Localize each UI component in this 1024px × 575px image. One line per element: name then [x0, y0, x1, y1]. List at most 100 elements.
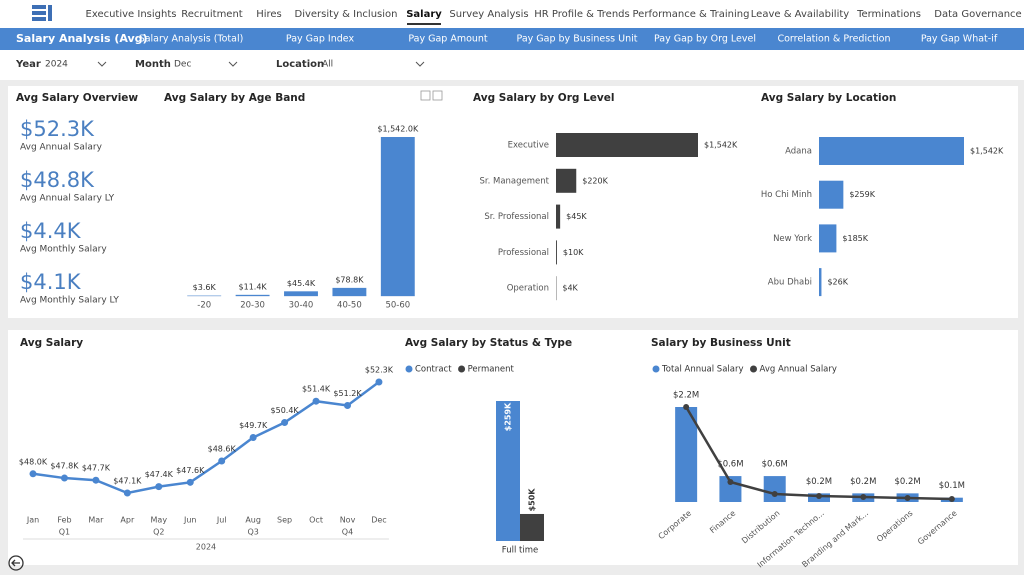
nav-tab[interactable]: Survey Analysis [449, 9, 528, 20]
point [249, 434, 257, 441]
nav-tab[interactable]: Executive Insights [86, 9, 177, 20]
y-tick-label: Adana [785, 147, 812, 157]
nav-tab[interactable]: Terminations [856, 9, 921, 20]
filter-bar [0, 50, 1024, 80]
y-tick-label: Ho Chi Minh [761, 190, 812, 200]
bar [819, 224, 837, 253]
x-tick-label: Feb [57, 516, 71, 525]
bar [675, 407, 698, 502]
subnav-item[interactable]: Pay Gap by Org Level [654, 34, 756, 45]
kpi-label: Avg Annual Salary [20, 143, 103, 153]
kpi-value: $52.3K [20, 117, 95, 141]
filter-chevron[interactable] [97, 61, 107, 67]
nav-tab[interactable]: Recruitment [181, 9, 243, 20]
bar [556, 204, 561, 229]
point [948, 496, 955, 502]
filter-chevron[interactable] [228, 61, 238, 67]
filter-label: Month [135, 59, 171, 70]
legend-label: Contract [415, 365, 452, 375]
point [29, 470, 37, 478]
data-label: $49.7K [239, 421, 268, 430]
chart-title: Salary by Business Unit [651, 337, 791, 349]
x-tick-label: Jun [183, 516, 197, 525]
subnav-item[interactable]: Pay Gap Index [286, 34, 355, 45]
y-tick-label: New York [773, 234, 812, 244]
subnav-item[interactable]: Salary Analysis (Total) [139, 34, 244, 45]
kpi-label: Avg Monthly Salary [20, 245, 107, 255]
quarter-label: Q2 [153, 528, 164, 537]
nav-tab[interactable]: Performance & Training [633, 9, 750, 20]
point [123, 489, 131, 497]
data-label: $0.2M [850, 477, 876, 487]
nav-tab[interactable]: Data Governance [934, 9, 1021, 20]
top-panel [8, 86, 1018, 318]
point [727, 479, 734, 485]
filter-chevron[interactable] [415, 61, 425, 67]
nav-tab[interactable]: Salary [406, 9, 442, 20]
kpi-value: $4.1K [20, 270, 82, 294]
bar [763, 476, 786, 502]
data-label: $1,542K [970, 147, 1004, 156]
nav-tab[interactable]: Diversity & Inclusion [295, 9, 398, 20]
data-label: $1,542K [704, 141, 738, 150]
y-tick-label: Sr. Management [479, 176, 549, 186]
y-tick-label: Operation [507, 284, 549, 294]
data-label: $78.8K [335, 275, 364, 284]
active-tab-underline [407, 23, 441, 25]
point [771, 491, 778, 497]
x-tick-label: May [151, 516, 168, 525]
subnav-item[interactable]: Pay Gap Amount [408, 34, 488, 45]
legend-swatch [652, 365, 660, 373]
data-label: $259K [849, 190, 875, 199]
legend-swatch [405, 365, 413, 373]
data-label: $11.4K [239, 282, 268, 291]
nav-tab[interactable]: Leave & Availability [751, 9, 849, 20]
data-label: $4K [562, 284, 578, 293]
nav-tab[interactable]: Hires [256, 9, 282, 20]
point [218, 457, 226, 465]
top-nav [0, 0, 1024, 28]
point [186, 478, 194, 486]
legend-swatch [458, 365, 466, 373]
x-tick-label: Oct [309, 516, 323, 525]
bar [819, 180, 844, 209]
chart-title: Avg Salary [20, 337, 83, 349]
x-tick-label: Nov [340, 516, 356, 525]
subnav-item[interactable]: Pay Gap by Business Unit [517, 34, 638, 45]
point [904, 495, 911, 501]
subnav-item[interactable]: Correlation & Prediction [777, 34, 890, 45]
bar [819, 268, 822, 297]
bar [556, 133, 698, 157]
data-label: $0.2M [894, 477, 920, 487]
x-tick-label: Jan [26, 516, 39, 525]
data-label: $10K [563, 248, 584, 257]
point [816, 493, 822, 499]
data-label: $0.1M [939, 481, 965, 491]
bar [556, 168, 577, 193]
data-label: $26K [827, 278, 848, 287]
back-button[interactable] [8, 555, 24, 571]
nav-tab[interactable]: HR Profile & Trends [534, 9, 629, 20]
bar [235, 294, 270, 296]
filter-value[interactable]: All [322, 60, 333, 70]
point [92, 476, 100, 484]
x-tick-label: Sep [277, 516, 292, 525]
data-label: $48.0K [19, 457, 48, 466]
data-label: $1,542.0K [377, 125, 419, 134]
bar [380, 137, 415, 296]
x-tick-label: 20-30 [240, 301, 265, 311]
subnav-item[interactable]: Pay Gap What-if [921, 34, 998, 45]
logo [32, 5, 52, 21]
bar [819, 137, 964, 165]
data-label: $48.6K [208, 444, 237, 453]
data-label: $50K [528, 488, 537, 512]
kpi-value: $48.8K [20, 168, 95, 192]
x-tick-label: -20 [197, 301, 211, 311]
x-tick-label: Full time [502, 546, 538, 556]
visual-icons[interactable] [420, 90, 443, 101]
filter-value[interactable]: Dec [174, 60, 191, 70]
kpi-value: $4.4K [20, 219, 82, 243]
filter-value[interactable]: 2024 [45, 60, 68, 70]
data-label: $47.4K [145, 470, 174, 479]
filter-label: Year [15, 59, 41, 70]
